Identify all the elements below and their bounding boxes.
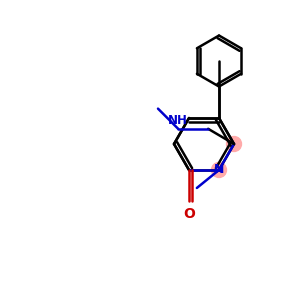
Circle shape xyxy=(212,163,226,178)
Text: N: N xyxy=(214,164,224,176)
Text: O: O xyxy=(183,207,195,221)
Text: NH: NH xyxy=(168,114,188,127)
Circle shape xyxy=(226,136,242,152)
